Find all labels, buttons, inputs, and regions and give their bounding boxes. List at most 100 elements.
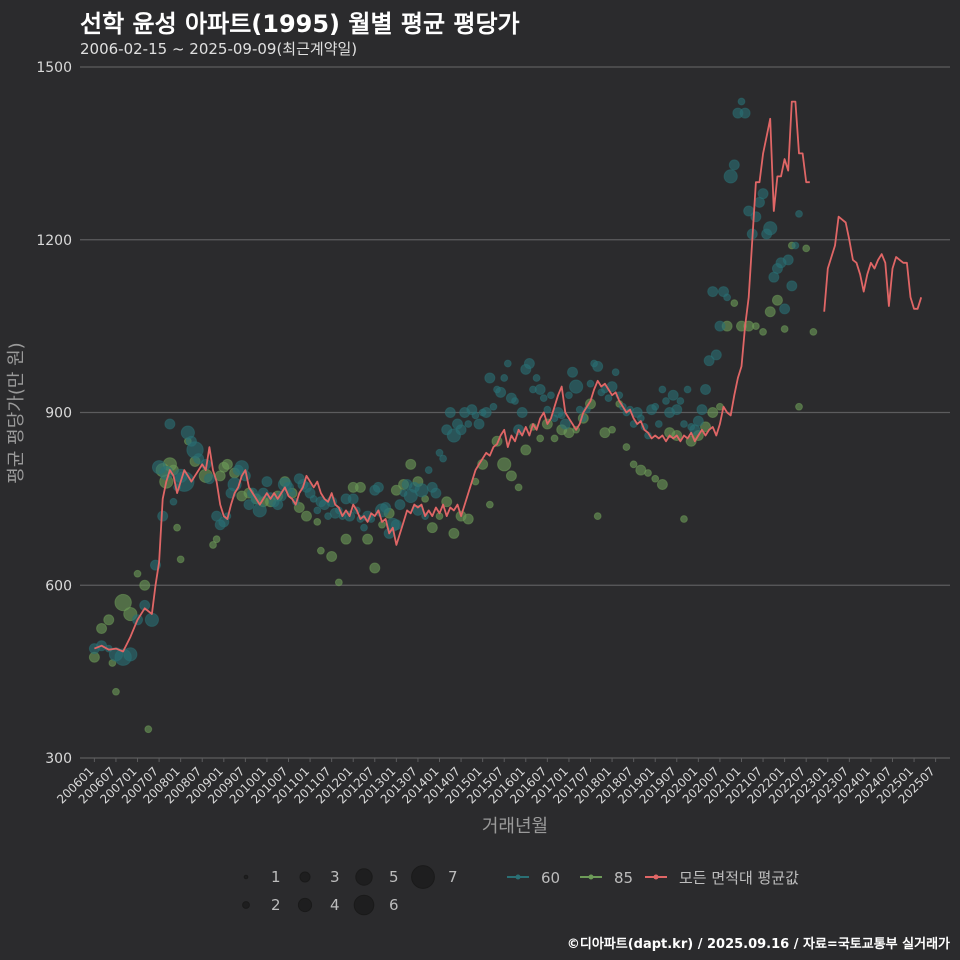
scatter-point-60 — [360, 523, 368, 532]
legend-size-circle — [411, 865, 435, 889]
legend-size-circle — [353, 894, 375, 916]
scatter-point-60 — [611, 368, 620, 377]
scatter-point-60 — [703, 355, 715, 367]
scatter-point-60 — [662, 397, 670, 405]
scatter-point-60 — [439, 454, 447, 463]
legend-size-label: 1 — [271, 868, 281, 886]
y-tick-label: 900 — [45, 406, 72, 422]
scatter-point-85 — [629, 460, 638, 469]
scatter-point-85 — [173, 523, 181, 532]
scatter-point-60 — [710, 349, 722, 361]
footer-credit: ©디아파트(dapt.kr) / 2025.09.16 / 자료=국토교통부 실… — [566, 937, 950, 952]
legend-series-dot — [653, 874, 659, 880]
scatter-point-60 — [683, 385, 692, 394]
legend-size-label: 5 — [389, 868, 399, 886]
scatter-point-60 — [424, 466, 433, 474]
scatter-point-60 — [169, 497, 178, 506]
scatter-point-60 — [696, 404, 708, 416]
scatter-point-60 — [480, 407, 492, 418]
scatter-point-85 — [751, 322, 760, 331]
scatter-point-60 — [372, 481, 384, 493]
scatter-point-85 — [730, 299, 739, 307]
scatter-point-60 — [489, 402, 498, 411]
scatter-point-60 — [692, 415, 704, 427]
scatter-point-85 — [497, 457, 512, 472]
scatter-point-60 — [559, 418, 571, 430]
scatter-point-85 — [656, 478, 668, 490]
scatter-point-85 — [139, 579, 151, 591]
scatter-point-60 — [795, 209, 803, 218]
scatter-point-85 — [505, 470, 517, 482]
scatter-point-85 — [334, 578, 343, 587]
scatter-point-85 — [96, 622, 108, 634]
scatter-point-60 — [592, 360, 604, 372]
legend-size-label: 7 — [448, 868, 458, 886]
scatter-point-85 — [212, 535, 221, 544]
scatter-point-60 — [261, 476, 273, 488]
average-line-segment — [94, 100, 810, 653]
grid-lines — [80, 66, 950, 759]
scatter-point-85 — [809, 327, 818, 336]
y-tick-label: 300 — [45, 751, 72, 767]
scatter-point-60 — [676, 397, 685, 405]
scatter-point-85 — [771, 294, 783, 306]
scatter-point-85 — [485, 500, 494, 509]
scatter-point-60 — [243, 499, 255, 511]
scatter-point-85 — [441, 496, 453, 508]
chart-subtitle: 2006-02-15 ~ 2025-09-09(최근계약일) — [80, 40, 358, 58]
scatter-point-60 — [557, 411, 566, 420]
scatter-point-85 — [300, 510, 312, 522]
scatter-point-60 — [547, 391, 555, 400]
scatter-point-85 — [780, 325, 789, 333]
scatter-point-60 — [565, 391, 573, 400]
scatter-point-60 — [714, 320, 726, 332]
scatter-point-60 — [414, 483, 429, 498]
legend-size-circle — [243, 874, 249, 880]
legend-series-dot — [515, 874, 521, 880]
scatter-point-85 — [313, 518, 322, 526]
scatter-point-60 — [511, 397, 519, 405]
x-tick-labels: 2006012006072007012007072008012008072009… — [54, 758, 938, 807]
scatter-point-60 — [667, 389, 679, 401]
average-line — [94, 100, 923, 653]
scatter-point-60 — [430, 487, 442, 499]
scatter-point-85 — [520, 444, 532, 456]
scatter-point-60 — [700, 383, 712, 395]
scatter-point-60 — [539, 394, 548, 403]
scatter-point-85 — [536, 434, 545, 443]
scatter-point-85 — [209, 541, 217, 549]
legend-size-circle — [297, 897, 313, 913]
scatter-point-60 — [567, 366, 579, 378]
scatter-point-85 — [448, 527, 460, 539]
scatter-point-60 — [193, 453, 205, 465]
scatter-point-60 — [380, 502, 392, 514]
scatter-point-60 — [534, 383, 546, 395]
scatter-point-60 — [288, 489, 297, 498]
legend: 1 2 3 4 5 6 7 60 85 모든 면적대 평균값 — [242, 865, 799, 916]
scatter-point-60 — [252, 503, 267, 518]
scatter-point-60 — [516, 407, 528, 418]
scatter-point-85 — [802, 244, 811, 253]
scatter-point-60 — [654, 420, 663, 428]
scatter-point-60 — [484, 372, 496, 384]
scatter-point-85 — [700, 421, 712, 433]
scatter-point-60 — [139, 599, 151, 611]
scatter-point-85 — [369, 562, 381, 574]
scatter-point-85 — [316, 546, 325, 555]
scatter-point-85 — [593, 512, 602, 521]
scatter-point-60 — [347, 493, 359, 505]
scatter-point-60 — [569, 379, 584, 394]
scatter-point-85 — [340, 533, 352, 545]
legend-series-label: 60 — [541, 869, 560, 887]
legend-series-label: 모든 면적대 평균값 — [679, 869, 799, 887]
scatter-point-85 — [144, 725, 153, 734]
average-line-segment — [823, 215, 923, 312]
scatter-point-60 — [707, 286, 719, 298]
scatter-point-85 — [103, 614, 115, 626]
scatter-point-85 — [764, 306, 776, 318]
y-tick-label: 1200 — [36, 233, 72, 249]
legend-series-label: 85 — [614, 869, 633, 887]
scatter-point-85 — [759, 327, 767, 336]
scatter-point-85 — [608, 425, 616, 434]
